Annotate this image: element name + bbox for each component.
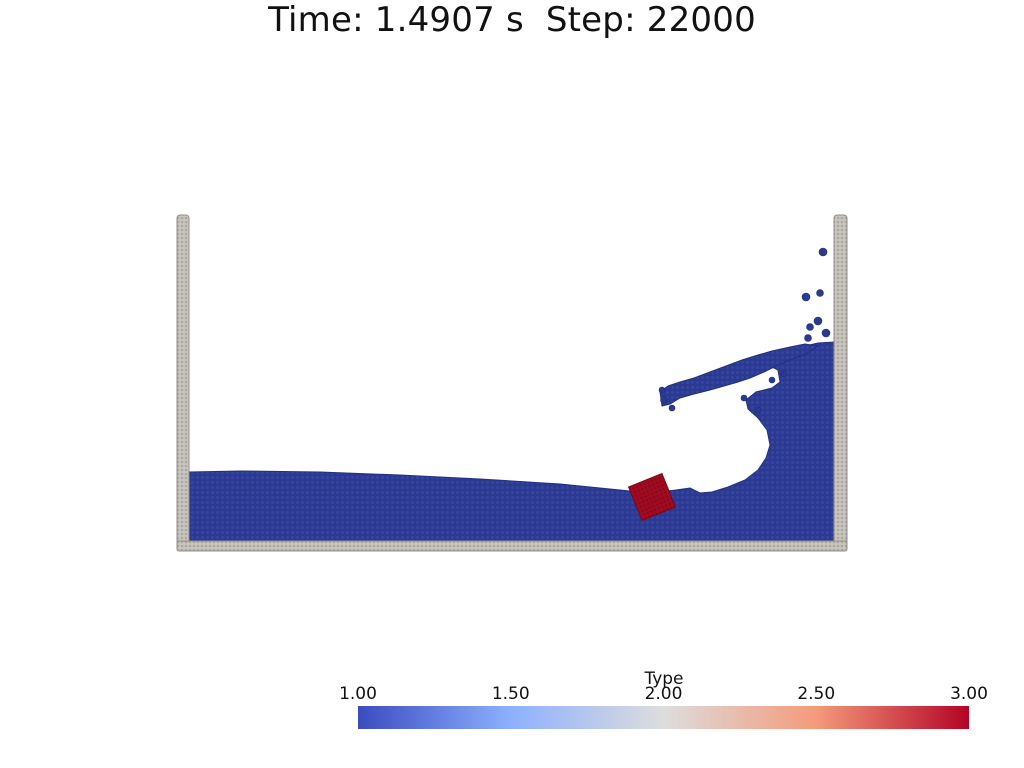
left-wall bbox=[176, 214, 190, 552]
legend-tick-label: 3.00 bbox=[950, 684, 988, 704]
title-text: Time: 1.4907 s Step: 22000 bbox=[268, 0, 756, 40]
legend-tick-label: 2.00 bbox=[644, 684, 683, 704]
wave-crest bbox=[659, 343, 820, 407]
tank-floor bbox=[176, 540, 848, 552]
splash-droplets bbox=[658, 247, 831, 414]
legend-tick-label: 2.50 bbox=[797, 684, 836, 704]
right-wall bbox=[833, 214, 848, 552]
legend-tick-label: 1.00 bbox=[339, 684, 377, 704]
legend-color-bar bbox=[358, 706, 969, 729]
legend-title: Type bbox=[644, 669, 684, 689]
floating-box bbox=[627, 472, 677, 522]
legend-tick-label: 1.50 bbox=[491, 684, 530, 704]
